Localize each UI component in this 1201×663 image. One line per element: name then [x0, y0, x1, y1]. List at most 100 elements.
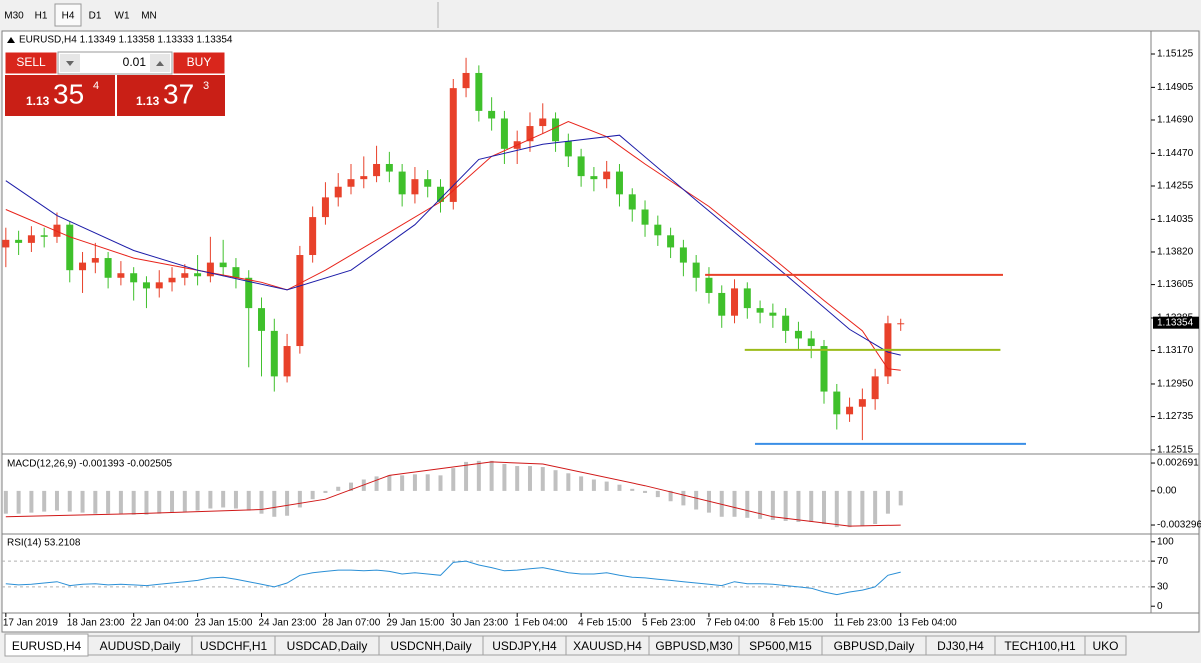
candle-body	[347, 179, 355, 187]
histogram-bar	[208, 490, 213, 509]
candle-body	[794, 330, 802, 339]
chart-tab-label: EURUSD,H4	[12, 639, 82, 653]
candle-body	[258, 308, 266, 331]
x-tick-label: 1 Feb 04:00	[514, 618, 568, 629]
chart-tab-label: USDCHF,H1	[200, 639, 268, 653]
timeframe-button[interactable]	[136, 4, 162, 26]
histogram-bar	[246, 490, 251, 511]
y-tick-label: 1.14035	[1157, 214, 1194, 225]
histogram-bar	[131, 490, 136, 515]
lot-input[interactable]	[57, 51, 173, 75]
buy-label: BUY	[187, 55, 212, 69]
rsi-title: RSI(14) 53.2108	[7, 538, 81, 549]
x-tick-label: 17 Jan 2019	[3, 618, 58, 629]
x-tick-label: 29 Jan 15:00	[386, 618, 444, 629]
candle-body	[807, 338, 815, 347]
candle-body	[155, 282, 163, 289]
histogram-bar	[489, 460, 494, 491]
candle-body	[117, 273, 125, 278]
y-tick-label: 1.12735	[1157, 411, 1194, 422]
chart-title: EURUSD,H4 1.13349 1.13358 1.13333 1.1335…	[19, 35, 233, 46]
timeframe-label: D1	[89, 11, 102, 22]
histogram-bar	[745, 490, 750, 518]
histogram-bar	[412, 474, 417, 491]
timeframe-label: W1	[115, 11, 130, 22]
histogram-bar	[809, 490, 814, 522]
histogram-bar	[617, 484, 622, 491]
candle-body	[168, 277, 176, 283]
collapse-icon[interactable]	[7, 37, 15, 43]
y-tick-label: 0.00	[1157, 486, 1177, 497]
candle-body	[424, 179, 432, 187]
timeframe-button[interactable]	[109, 4, 135, 26]
candle-body	[130, 273, 138, 283]
y-tick-label: 1.13170	[1157, 345, 1194, 356]
ask-box[interactable]	[117, 75, 225, 116]
candle-body	[15, 239, 23, 243]
candle-body	[603, 171, 611, 180]
histogram-bar	[336, 486, 341, 491]
y-tick-label: 0.002691	[1157, 458, 1199, 469]
candle-body	[270, 330, 278, 377]
candle-body	[731, 288, 739, 316]
candle-body	[104, 258, 112, 278]
candle-body	[219, 262, 227, 268]
y-tick-label: 1.15125	[1157, 49, 1194, 60]
histogram-bar	[719, 490, 724, 517]
timeframe-button[interactable]	[54, 3, 82, 27]
histogram-bar	[259, 490, 264, 514]
buy-button[interactable]	[172, 51, 226, 75]
bid-box[interactable]	[5, 75, 115, 116]
histogram-bar	[106, 490, 111, 514]
candle-body	[66, 224, 74, 271]
chart-tab-label: GBPUSD,M30	[655, 639, 733, 653]
x-tick-label: 18 Jan 23:00	[67, 618, 125, 629]
histogram-bar	[42, 490, 47, 512]
histogram-bar	[758, 490, 763, 519]
candle-body	[334, 186, 342, 198]
sell-button[interactable]	[4, 51, 58, 75]
chart-tab[interactable]	[1084, 635, 1127, 656]
histogram-bar	[591, 479, 596, 491]
x-tick-label: 4 Feb 15:00	[578, 618, 632, 629]
y-tick-label: 1.13820	[1157, 247, 1194, 258]
trade-panel: SELL 0.01 BUY 1.13 35 4 1.13 37 3	[4, 51, 226, 116]
histogram-bar	[566, 473, 571, 491]
timeframe-button[interactable]	[82, 4, 108, 26]
price-label: 1.13354	[1157, 317, 1194, 328]
histogram-bar	[93, 490, 98, 514]
histogram-bar	[604, 481, 609, 491]
histogram-bar	[630, 488, 635, 491]
candle-body	[360, 176, 368, 180]
histogram-bar	[834, 490, 839, 528]
histogram-bar	[527, 466, 532, 491]
ask-big-figure: 1.13	[136, 94, 160, 108]
x-tick-label: 22 Jan 04:00	[131, 618, 189, 629]
candle-body	[692, 262, 700, 278]
candle-body	[552, 118, 560, 142]
macd-title: MACD(12,26,9) -0.001393 -0.002505	[7, 459, 173, 470]
timeframe-button[interactable]	[28, 4, 54, 26]
y-tick-label: -0.003296	[1157, 520, 1201, 531]
histogram-bar	[387, 475, 392, 491]
y-tick-label: 0	[1157, 601, 1163, 612]
histogram-bar	[502, 463, 507, 491]
candle-body	[897, 323, 905, 325]
candle-body	[462, 72, 470, 89]
y-tick-label: 1.14905	[1157, 82, 1194, 93]
candle-body	[820, 346, 828, 392]
candle-body	[705, 277, 713, 293]
x-tick-label: 7 Feb 04:00	[706, 618, 760, 629]
candle-body	[385, 163, 393, 172]
histogram-bar	[476, 460, 481, 491]
chart-tab-label: TECH100,H1	[1004, 639, 1076, 653]
candle-body	[436, 186, 444, 202]
y-tick-label: 1.14690	[1157, 115, 1194, 126]
histogram-bar	[783, 490, 788, 521]
x-tick-label: 24 Jan 23:00	[259, 618, 317, 629]
timeframe-button[interactable]	[1, 4, 27, 26]
chart-tab-label: SP500,M15	[749, 639, 812, 653]
x-tick-label: 5 Feb 23:00	[642, 618, 696, 629]
histogram-bar	[221, 490, 226, 508]
histogram-bar	[170, 490, 175, 513]
